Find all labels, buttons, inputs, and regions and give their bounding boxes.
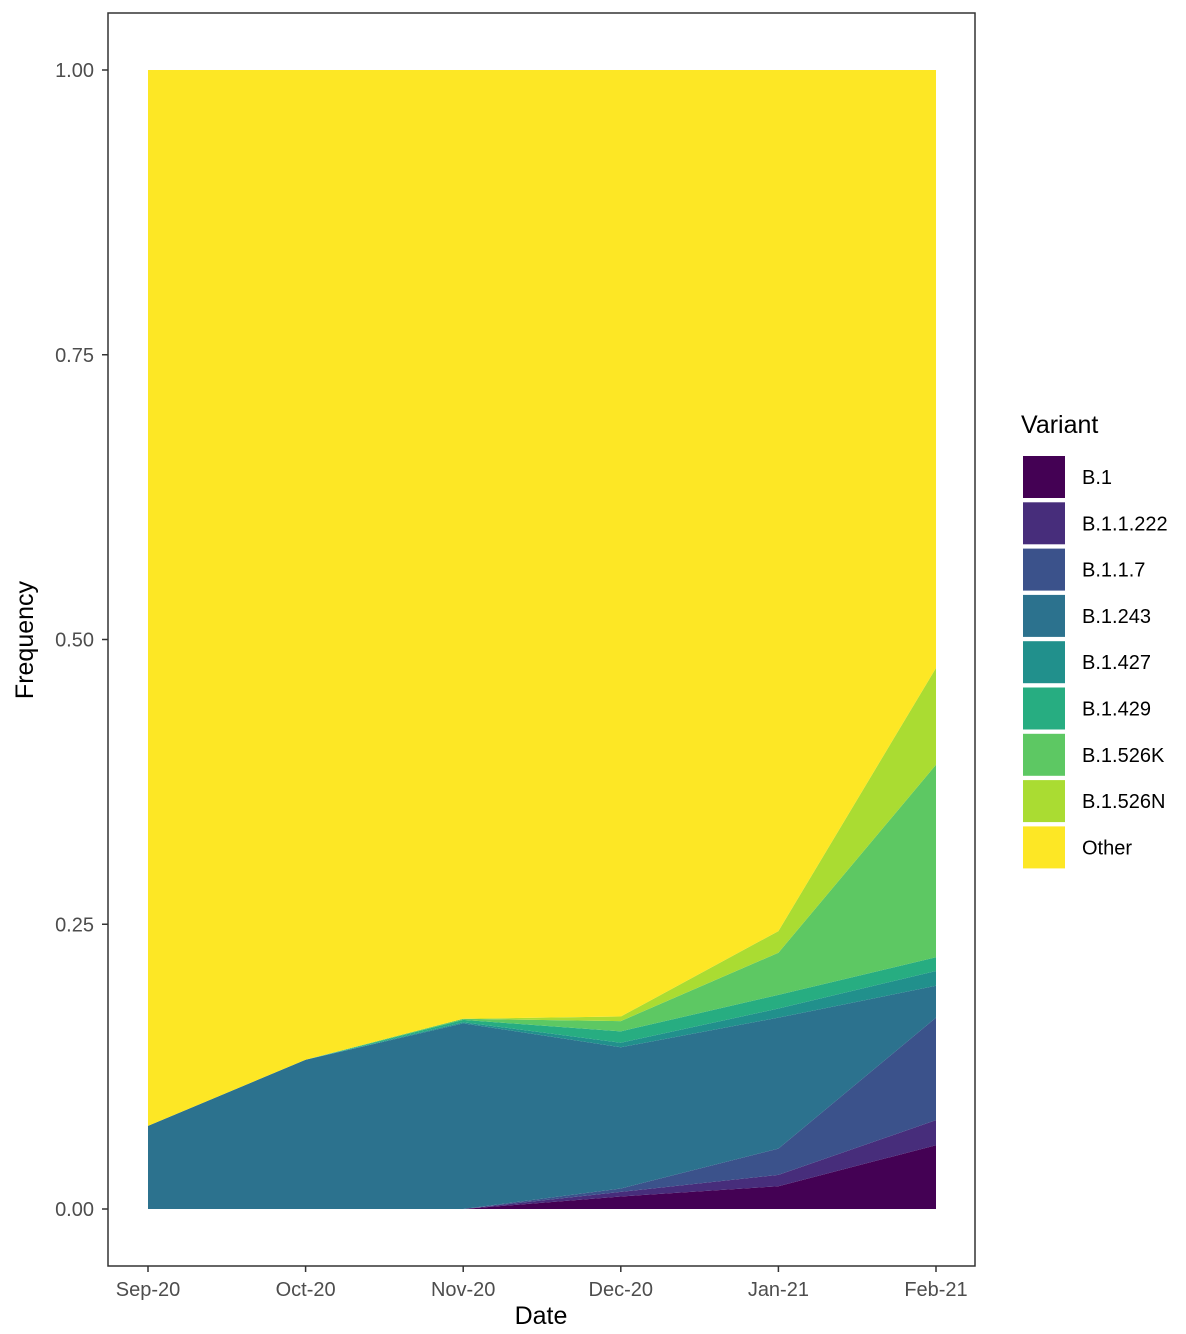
legend-swatch — [1023, 456, 1065, 498]
legend-label: B.1 — [1082, 467, 1112, 489]
x-tick-label: Jan-21 — [748, 1279, 809, 1301]
x-axis-title: Date — [515, 1302, 568, 1330]
legend-label: B.1.526K — [1082, 745, 1165, 767]
legend-item-b-1-526n: B.1.526N — [1023, 780, 1165, 823]
area-b-1 — [148, 1145, 936, 1209]
area-b-1-243 — [148, 985, 936, 1209]
y-tick-label: 0.50 — [55, 630, 94, 652]
area-b-1-1-7 — [148, 1017, 936, 1209]
legend-item-b-1-1-7: B.1.1.7 — [1023, 548, 1145, 591]
legend-item-b-1-243: B.1.243 — [1023, 594, 1151, 637]
y-axis-title: Frequency — [11, 580, 39, 699]
x-tick-label: Nov-20 — [431, 1279, 495, 1301]
legend-title: Variant — [1021, 411, 1098, 439]
y-tick-label: 0.00 — [55, 1199, 94, 1221]
area-other — [148, 70, 936, 1126]
legend-swatch — [1023, 641, 1065, 684]
legend-item-b-1-1-222: B.1.1.222 — [1023, 502, 1168, 545]
areas-layer — [148, 70, 936, 1209]
legend-label: B.1.243 — [1082, 606, 1151, 628]
ticks-layer: 0.00 0.25 0.50 0.75 1.00 Sep-20 Oct-20 Nov-20 De… — [55, 60, 968, 1301]
legend-label: Other — [1082, 837, 1132, 859]
legend-item-b-1-526k: B.1.526K — [1023, 733, 1165, 776]
legend-label: B.1.526N — [1082, 791, 1165, 813]
legend-label: B.1.1.7 — [1082, 560, 1145, 582]
legend-swatch — [1023, 826, 1065, 869]
legend-swatch — [1023, 548, 1065, 591]
legend-label: B.1.1.222 — [1082, 513, 1168, 535]
legend-swatch — [1023, 502, 1065, 545]
legend-swatch — [1023, 594, 1065, 637]
x-tick-label: Oct-20 — [276, 1279, 336, 1301]
legend-item-b-1-427: B.1.427 — [1023, 641, 1151, 684]
legend-swatch — [1023, 687, 1065, 730]
x-tick-label: Feb-21 — [904, 1279, 967, 1301]
legend-item-b-1: B.1 — [1023, 456, 1112, 498]
y-tick-label: 0.25 — [55, 914, 94, 936]
x-tick-label: Sep-20 — [116, 1279, 181, 1301]
y-tick-label: 1.00 — [55, 60, 94, 82]
legend-swatch — [1023, 733, 1065, 776]
legend-label: B.1.429 — [1082, 699, 1151, 721]
legend-item-other: Other — [1023, 826, 1132, 869]
legend-label: B.1.427 — [1082, 652, 1151, 674]
legend-items: B.1 B.1.1.222 B.1.1.7 B.1.243 B.1.427 B.1.429… — [1023, 456, 1168, 869]
legend: Variant B.1 B.1.1.222 B.1.1.7 B.1.243 B.1.42… — [1021, 411, 1168, 869]
y-tick-label: 0.75 — [55, 345, 94, 367]
legend-swatch — [1023, 780, 1065, 823]
legend-item-b-1-429: B.1.429 — [1023, 687, 1151, 730]
x-tick-label: Dec-20 — [589, 1279, 653, 1301]
area-b-1-1-222 — [148, 1120, 936, 1209]
